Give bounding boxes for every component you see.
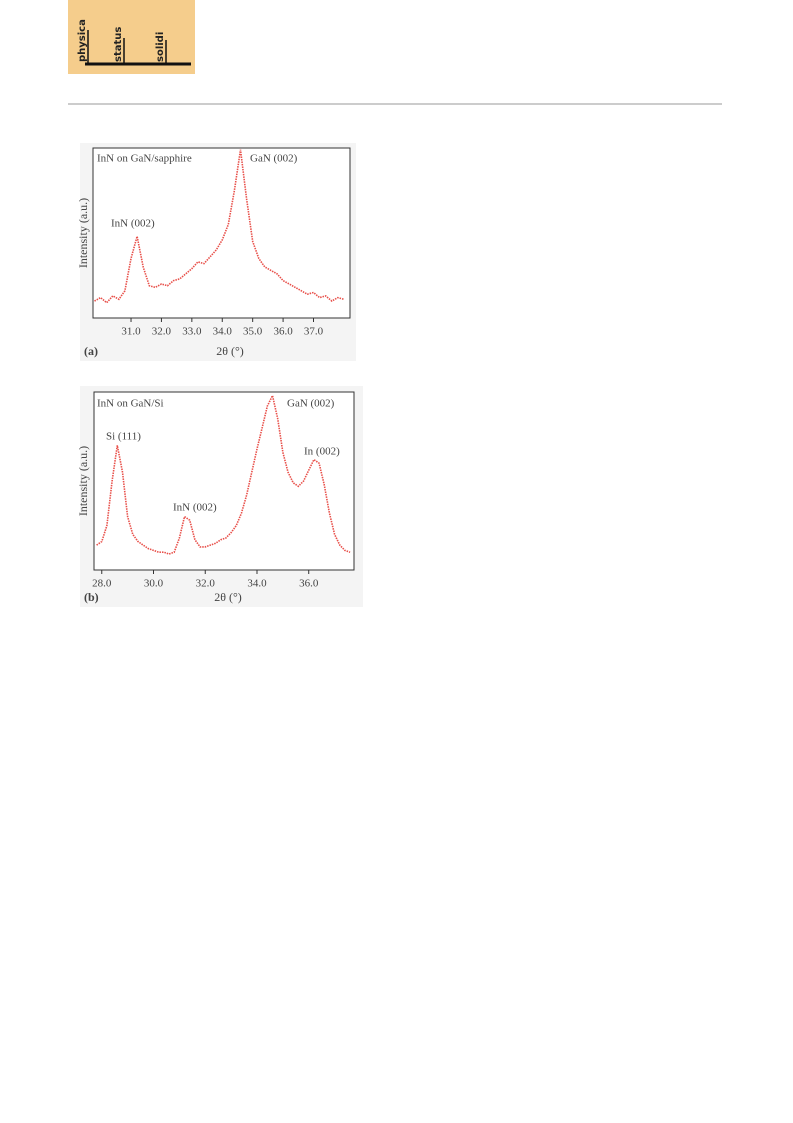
peak-label: InN (002): [111, 218, 155, 230]
x-axis-label: 2θ (°): [216, 344, 244, 358]
x-tick-label: 32.0: [196, 578, 216, 590]
data-line: [96, 393, 351, 555]
journal-logo: physica status solidi: [68, 0, 195, 74]
chart-title: InN on GaN/Si: [97, 398, 164, 410]
x-tick-label: 36.0: [299, 578, 319, 590]
x-tick-label: 32.0: [152, 326, 172, 338]
peak-label: GaN (002): [250, 153, 298, 165]
chart: 28.0 30.0 32.0 34.0 36.0 InN on GaN/Si Si (111…: [76, 386, 363, 607]
plot-area: [93, 391, 355, 571]
x-tick-label: 37.0: [304, 326, 324, 338]
x-tick-label: 35.0: [243, 326, 263, 338]
chart-title: InN on GaN/sapphire: [97, 153, 192, 165]
peak-label: GaN (002): [287, 398, 335, 410]
chart: 31.0 32.0 33.0 34.0 35.0 36.0 37.0 InN on GaN/s…: [76, 143, 356, 361]
plot-area: [92, 147, 351, 319]
logo-word: physica: [77, 19, 88, 62]
x-tick-label: 34.0: [213, 326, 233, 338]
logo-background: [68, 0, 195, 74]
x-tick-label: 33.0: [182, 326, 202, 338]
data-line: [94, 149, 345, 304]
panel-label: (a): [84, 344, 98, 358]
x-tick-label: 28.0: [92, 578, 112, 590]
panel-label: (b): [84, 590, 99, 604]
x-tick-label: 30.0: [144, 578, 164, 590]
logo-word: status: [113, 27, 124, 62]
x-axis-label: 2θ (°): [214, 590, 242, 604]
x-tick-label: 36.0: [273, 326, 293, 338]
x-tick-label: 34.0: [247, 578, 267, 590]
peak-label: In (002): [304, 446, 340, 458]
x-tick-label: 31.0: [121, 326, 141, 338]
peak-label: InN (002): [173, 502, 217, 514]
logo-word: solidi: [155, 32, 166, 62]
y-axis-label: Intensity (a.u.): [76, 198, 90, 268]
y-axis-label: Intensity (a.u.): [76, 446, 90, 516]
peak-label: Si (111): [106, 431, 141, 443]
